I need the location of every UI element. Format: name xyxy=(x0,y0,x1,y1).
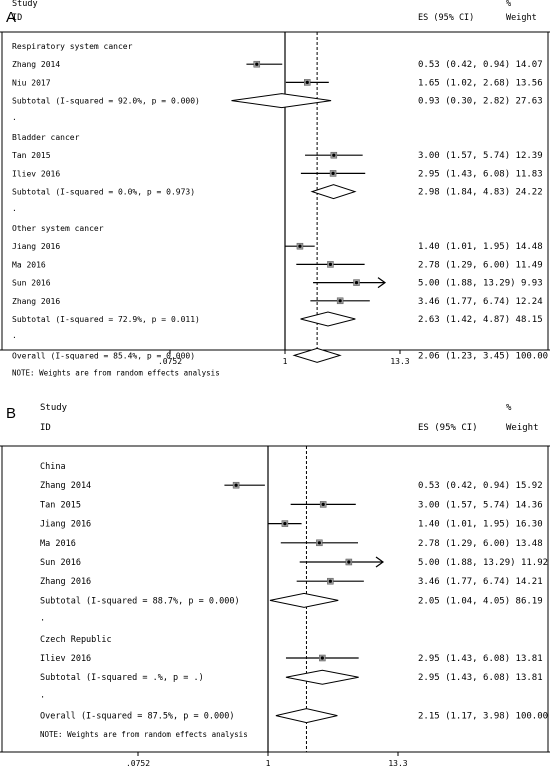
panel-a-group2-study1-label: Ma 2016 xyxy=(12,260,46,269)
panel-b-group1-subtotal-es-text: 2.95 (1.43, 6.08) 13.81 xyxy=(418,673,543,683)
panel-a-group2-study2-label: Sun 2016 xyxy=(12,279,51,288)
panel-a-overall-diamond xyxy=(292,347,342,363)
panel-a-group0-study0-point xyxy=(255,62,259,66)
panel-b-letter: B xyxy=(6,405,16,422)
panel-b-header-study: Study xyxy=(40,403,68,413)
panel-b-group0-title: China xyxy=(40,462,66,472)
panel-a-group2-study3-label: Zhang 2016 xyxy=(12,297,60,306)
panel-b-group0-study4-arrow xyxy=(375,556,385,568)
panel-b-group0-study5-point xyxy=(328,579,332,583)
panel-a-group1-subtotal-label: Subtotal (I-squared = 0.0%, p = 0.973) xyxy=(12,188,195,197)
panel-b-overall-es-text: 2.15 (1.17, 3.98) 100.00 xyxy=(418,712,548,722)
panel-b-header-es: ES (95% CI) xyxy=(418,423,478,433)
panel-a-overall-es-text: 2.06 (1.23, 3.45) 100.00 xyxy=(418,351,548,361)
panel-a-group1-subtotal-diamond xyxy=(310,184,357,200)
panel-b-group0-study5-es-text: 3.46 (1.77, 6.74) 14.21 xyxy=(418,577,543,587)
panel-a-group1-title: Bladder cancer xyxy=(12,133,80,142)
panel-b-overall-label: Overall (I-squared = 87.5%, p = 0.000) xyxy=(40,712,234,722)
panel-a-tick-label: .0752 xyxy=(158,357,182,366)
panel-b-group0-subtotal-es-text: 2.05 (1.04, 4.05) 86.19 xyxy=(418,596,543,606)
panel-a-group2-study1-es-text: 2.78 (1.29, 6.00) 11.49 xyxy=(418,260,543,270)
panel-b-group0-study4-label: Sun 2016 xyxy=(40,558,81,568)
panel-b-group0-study0-point xyxy=(234,483,238,487)
panel-a-group0-study1-label: Niu 2017 xyxy=(12,78,51,87)
panel-a-group2-study0-point xyxy=(298,244,302,248)
panel-a-group0-title: Respiratory system cancer xyxy=(12,42,133,51)
panel-b-note: NOTE: Weights are from random effects an… xyxy=(40,730,248,739)
panel-b-group1-subtotal-label: Subtotal (I-squared = .%, p = .) xyxy=(40,673,204,683)
panel-a-group2-study0-es-text: 1.40 (1.01, 1.95) 14.48 xyxy=(418,242,543,252)
panel-a-letter: A xyxy=(6,9,16,26)
panel-b-header-pct: % xyxy=(506,403,512,413)
panel-a-group1-subtotal-es-text: 2.98 (1.84, 4.83) 24.22 xyxy=(418,188,543,198)
panel-a-group2-study2-arrow xyxy=(377,277,387,289)
panel-a-group1-study1-label: Iliev 2016 xyxy=(12,169,60,178)
panel-b-header-weight: Weight xyxy=(506,423,539,433)
panel-b-group0-study2-point xyxy=(283,522,287,526)
panel-a-tick-label: 13.3 xyxy=(390,357,409,366)
panel-a-group0-subtotal-label: Subtotal (I-squared = 92.0%, p = 0.000) xyxy=(12,97,200,106)
panel-b-group0-study1-es-text: 3.00 (1.57, 5.74) 14.36 xyxy=(418,500,543,510)
panel-b-group0-study5-label: Zhang 2016 xyxy=(40,577,91,587)
panel-b-tick-label: .0752 xyxy=(126,759,150,767)
panel-a-group2-study3-es-text: 3.46 (1.77, 6.74) 12.24 xyxy=(418,297,543,307)
panel-b-group0-study2-label: Jiang 2016 xyxy=(40,520,91,530)
panel-b-group0-study1-point xyxy=(321,502,325,506)
panel-a-group2-title: Other system cancer xyxy=(12,224,104,233)
panel-b-tick-label: 1 xyxy=(266,759,271,767)
panel-a-overall-label: Overall (I-squared = 85.4%, p = 0.000) xyxy=(12,351,195,360)
panel-a-group0-subtotal-diamond xyxy=(231,93,332,109)
panel-b-group0-subtotal-label: Subtotal (I-squared = 88.7%, p = 0.000) xyxy=(40,596,240,606)
panel-b-group0-study4-point xyxy=(347,560,351,564)
panel-a-group1-study0-es-text: 3.00 (1.57, 5.74) 12.39 xyxy=(418,151,543,161)
panel-b-group0-study0-label: Zhang 2014 xyxy=(40,481,91,491)
panel-b-tick-label: 13.3 xyxy=(388,759,407,767)
panel-a-header-weight: Weight xyxy=(506,13,537,23)
panel-a-group1-study1-es-text: 2.95 (1.43, 6.08) 11.83 xyxy=(418,169,543,179)
panel-a-group2-study3-point xyxy=(338,299,342,303)
panel-a-group2-study1-point xyxy=(328,262,333,266)
panel-a-group1-spacer-dot: . xyxy=(12,204,17,213)
panel-a-group2-subtotal-label: Subtotal (I-squared = 72.9%, p = 0.011) xyxy=(12,315,200,324)
panel-a-header-study: Study xyxy=(12,0,38,9)
panel-b-group1-study0-es-text: 2.95 (1.43, 6.08) 13.81 xyxy=(418,654,543,664)
panel-a-group2-spacer-dot: . xyxy=(12,331,17,340)
panel-b-group0-study3-point xyxy=(317,541,321,545)
panel-b-group0-study1-label: Tan 2015 xyxy=(40,500,81,510)
panel-a-group1-study1-point xyxy=(331,171,335,175)
panel-b-overall-diamond xyxy=(275,708,338,724)
panel-a-header-id: ID xyxy=(12,13,22,23)
panel-a-group0-study0-label: Zhang 2014 xyxy=(12,60,60,69)
panel-a-header-pct: % xyxy=(506,0,511,9)
panel-a-group0-spacer-dot: . xyxy=(12,113,17,122)
panel-b-group0-study3-es-text: 2.78 (1.29, 6.00) 13.48 xyxy=(418,539,543,549)
panel-b-group0-study0-es-text: 0.53 (0.42, 0.94) 15.92 xyxy=(418,481,543,491)
panel-b-group1-title: Czech Republic xyxy=(40,635,112,645)
panel-b-group1-spacer-dot: . xyxy=(40,690,45,700)
panel-b-group0-study2-es-text: 1.40 (1.01, 1.95) 16.30 xyxy=(418,520,543,530)
panel-a-group0-subtotal-es-text: 0.93 (0.30, 2.82) 27.63 xyxy=(418,97,543,107)
panel-a-group2-subtotal-es-text: 2.63 (1.42, 4.87) 48.15 xyxy=(418,315,543,325)
panel-b-group0-study3-label: Ma 2016 xyxy=(40,539,76,549)
panel-a-tick-label: 1 xyxy=(283,357,288,366)
panel-a-note: NOTE: Weights are from random effects an… xyxy=(12,369,220,378)
panel-a-group0-study1-point xyxy=(305,80,309,84)
panel-a-group2-study0-label: Jiang 2016 xyxy=(12,242,60,251)
panel-a-group0-study0-es-text: 0.53 (0.42, 0.94) 14.07 xyxy=(418,60,543,70)
panel-b-header-id: ID xyxy=(40,423,51,433)
panel-a-group2-subtotal-diamond xyxy=(300,311,356,327)
panel-a-group0-study1-es-text: 1.65 (1.02, 2.68) 13.56 xyxy=(418,78,543,88)
panel-b-group1-study0-label: Iliev 2016 xyxy=(40,654,91,664)
panel-b-group0-spacer-dot: . xyxy=(40,614,45,624)
panel-b-group0-study4-es-text: 5.00 (1.88, 13.29) 11.92 xyxy=(418,558,548,568)
panel-b-group0-subtotal-diamond xyxy=(269,592,339,608)
panel-b-group1-study0-point xyxy=(320,656,324,660)
panel-a-header-es: ES (95% CI) xyxy=(418,13,474,23)
panel-a-group2-study2-es-text: 5.00 (1.88, 13.29) 9.93 xyxy=(418,279,543,289)
panel-a-group1-study0-label: Tan 2015 xyxy=(12,151,51,160)
panel-b-group1-subtotal-diamond xyxy=(285,669,359,685)
panel-a-group2-study2-point xyxy=(354,281,359,285)
panel-a-group1-study0-point xyxy=(332,153,336,157)
